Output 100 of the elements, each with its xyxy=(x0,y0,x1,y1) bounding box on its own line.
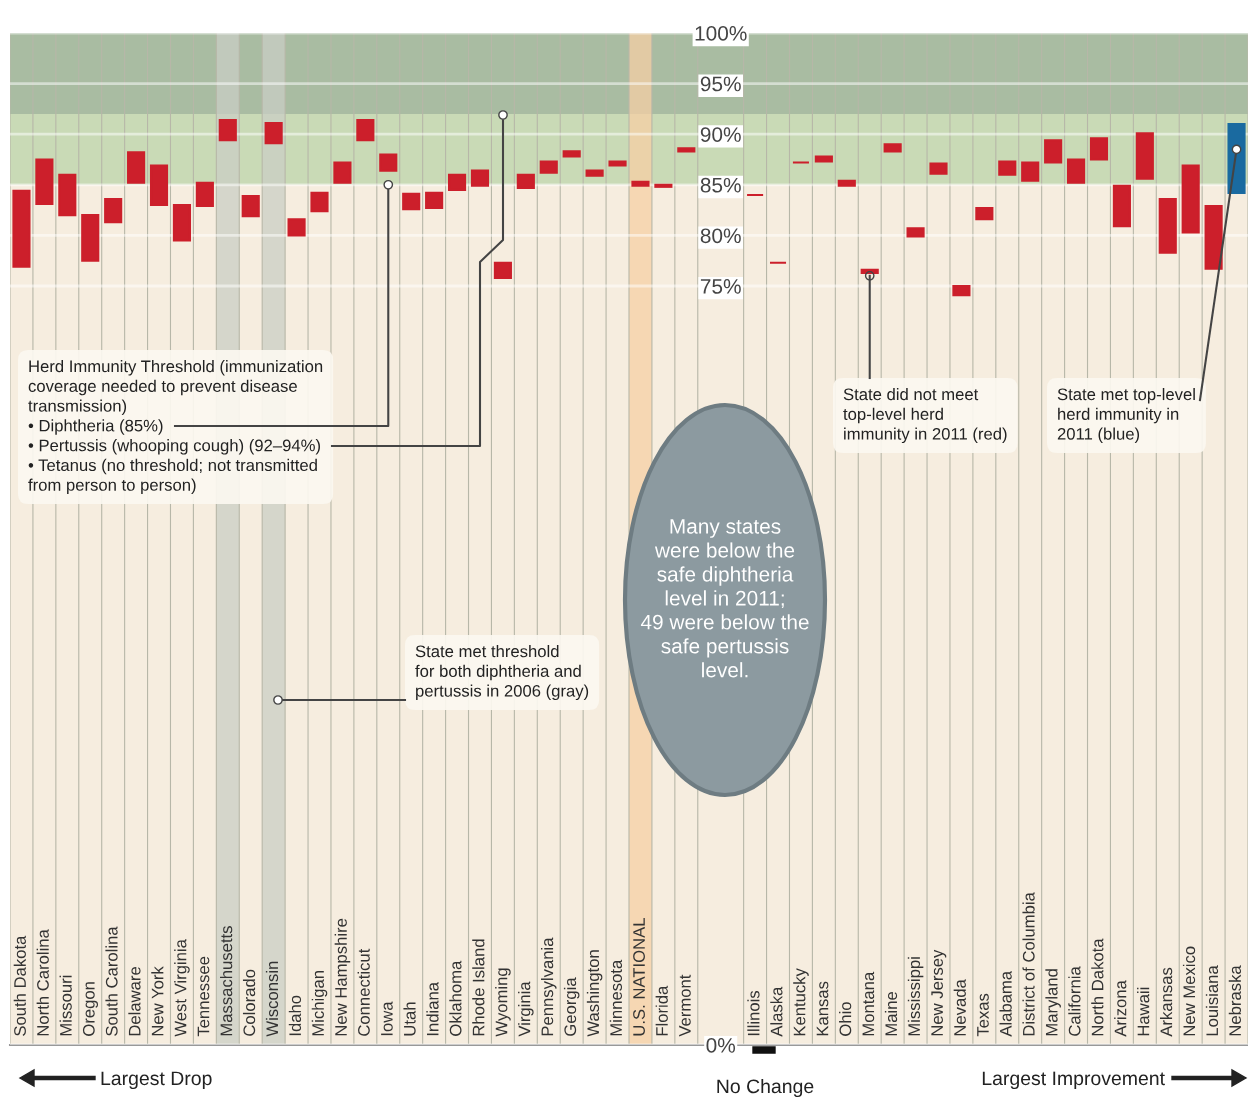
x-tick-label: Georgia xyxy=(563,977,580,1036)
x-tick-label: Delaware xyxy=(128,967,141,1036)
x-tick-label: South Carolina xyxy=(105,926,118,1036)
bar xyxy=(1204,205,1223,270)
bar xyxy=(883,143,902,153)
bar xyxy=(1066,158,1086,184)
x-tick-label: Louisiana xyxy=(1205,965,1219,1036)
bar xyxy=(356,118,375,142)
x-tick-label: Texas xyxy=(977,993,989,1037)
x-tick-label: South Dakota xyxy=(13,935,26,1036)
bar xyxy=(81,214,100,262)
annotation: Many states were below the safe diphtheria level in 2011; 49 were below the safe pertussis level. xyxy=(640,519,809,678)
text: Largest Improvement xyxy=(982,1071,1165,1090)
bar xyxy=(333,161,352,184)
x-tick-label: Utah xyxy=(403,1002,416,1036)
x-tick-label: California xyxy=(1068,966,1081,1036)
x-tick-label: Florida xyxy=(655,985,668,1036)
x-tick-label: Minnesota xyxy=(609,959,623,1036)
x-tick-label: Tennessee xyxy=(197,956,210,1037)
bar xyxy=(677,147,696,153)
x-tick-label: Washington xyxy=(586,950,603,1037)
bar xyxy=(127,151,146,184)
x-tick-label: North Carolina xyxy=(36,929,49,1036)
x-tick-label: Kentucky xyxy=(793,968,809,1036)
x-tick-label: Pennsylvania xyxy=(540,937,557,1036)
bar xyxy=(402,192,421,211)
bar xyxy=(172,204,192,242)
x-tick-label: Indiana xyxy=(426,981,439,1036)
bar xyxy=(1135,132,1154,180)
x-tick-label: Arkansas xyxy=(1159,967,1173,1037)
bar xyxy=(1181,164,1200,234)
x-tick-label: Arizona xyxy=(1114,980,1127,1037)
annotation: State met threshold for both diphtheria and pertussis in 2006 (gray) xyxy=(415,645,589,701)
annotation: State met top-level herd immunity in 2011 (blue) xyxy=(1057,388,1195,444)
x-tick-label: Nebraska xyxy=(1228,965,1242,1036)
y-tick-label: 0% xyxy=(706,1038,736,1053)
bar xyxy=(218,118,237,142)
annotation: State did not meet top-level herd immunity in 2011 (red) xyxy=(843,388,1007,444)
bar xyxy=(562,150,581,158)
bar xyxy=(241,194,260,218)
bar xyxy=(310,191,329,213)
bar xyxy=(287,218,306,237)
x-tick-label: Mississippi xyxy=(907,957,924,1036)
x-tick-label: Iowa xyxy=(381,1001,393,1036)
x-tick-label: Idaho xyxy=(288,995,302,1036)
bar xyxy=(539,160,558,174)
bar xyxy=(654,183,673,188)
bar xyxy=(631,180,650,187)
x-tick-label: New Hampshire xyxy=(334,918,351,1036)
bar xyxy=(952,284,971,297)
x-tick-label: U.S. NATIONAL xyxy=(633,918,645,1036)
x-tick-label: Kansas xyxy=(816,981,829,1036)
annotation: Herd Immunity Threshold (immunization coverage needed to prevent disease transmission) • Diphtheria (85%) • Pertussis (whooping cough) (92–94%) • Tetanus (no threshold; not transmitted from person to person) xyxy=(28,360,323,495)
text: No Change xyxy=(717,1078,814,1098)
bar xyxy=(470,169,490,187)
bar xyxy=(975,207,994,221)
y-tick-label: 95% xyxy=(700,76,741,92)
x-tick-label: Massachusetts xyxy=(220,926,233,1036)
bar xyxy=(447,173,467,191)
bar xyxy=(425,191,444,210)
bar xyxy=(998,160,1017,176)
x-tick-label: New York xyxy=(151,966,164,1036)
bar xyxy=(906,227,925,238)
x-tick-label: Alaska xyxy=(770,986,783,1037)
x-tick-label: Wyoming xyxy=(495,968,511,1037)
x-tick-label: Maine xyxy=(884,992,898,1036)
bar xyxy=(1044,139,1063,164)
y-tick-label: 100% xyxy=(695,26,747,41)
bar xyxy=(1021,161,1040,182)
x-tick-label: Oregon xyxy=(82,982,99,1036)
x-tick-label: North Dakota xyxy=(1091,938,1104,1036)
x-tick-label: Ohio xyxy=(839,1002,852,1036)
x-tick-label: Michigan xyxy=(311,971,328,1036)
x-tick-label: Connecticut xyxy=(357,948,370,1036)
x-tick-label: Virginia xyxy=(518,981,534,1037)
x-tick-label: Missouri xyxy=(59,975,72,1036)
x-tick-label: New Mexico xyxy=(1182,946,1196,1036)
bar xyxy=(58,173,77,217)
bar xyxy=(379,153,398,172)
x-tick-label: New Jersey xyxy=(931,949,947,1036)
x-tick-label: Hawaii xyxy=(1137,987,1150,1036)
y-tick-label: 80% xyxy=(700,228,741,244)
bar xyxy=(1112,184,1131,228)
bar xyxy=(149,164,169,207)
bar xyxy=(12,189,31,268)
y-tick-label: 90% xyxy=(700,127,741,142)
x-tick-label: District of Columbia xyxy=(1022,892,1035,1036)
bar xyxy=(585,169,604,177)
x-tick-label: Vermont xyxy=(679,974,691,1037)
x-tick-label: Montana xyxy=(862,971,875,1036)
x-tick-label: West Virginia xyxy=(174,939,190,1037)
bar xyxy=(493,261,512,279)
bar xyxy=(837,179,856,187)
y-tick-label: 75% xyxy=(700,279,741,294)
bar xyxy=(608,160,627,167)
bar xyxy=(35,158,54,206)
y-tick-label: 85% xyxy=(700,177,741,193)
x-tick-label: Illinois xyxy=(747,990,760,1036)
x-tick-label: Rhode Island xyxy=(472,939,485,1036)
x-tick-label: Nevada xyxy=(953,979,966,1036)
